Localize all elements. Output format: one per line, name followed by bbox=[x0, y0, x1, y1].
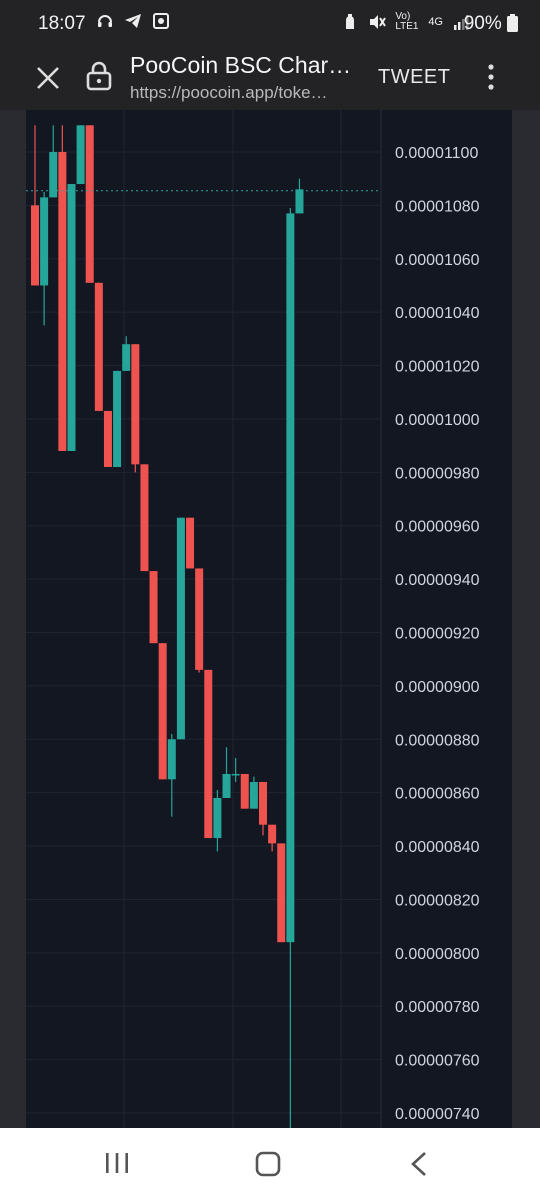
mute-icon bbox=[370, 15, 387, 29]
candle-body bbox=[213, 798, 222, 839]
candlestick-chart[interactable]: 0.00001100 0.00001080 0.00001060 0.00001040… bbox=[26, 110, 512, 1128]
y-axis-label: 0.00001100 bbox=[395, 145, 478, 162]
y-axis-label: 0.00001080 bbox=[395, 198, 480, 215]
y-axis-label: 0.00001060 bbox=[395, 252, 480, 269]
tweet-button[interactable]: TWEET bbox=[378, 66, 451, 88]
close-icon[interactable] bbox=[30, 60, 66, 96]
y-axis-label: 0.00001020 bbox=[395, 359, 480, 376]
candle-body bbox=[204, 669, 213, 839]
battery-level: 90% bbox=[464, 13, 518, 35]
y-axis-label: 0.00000800 bbox=[395, 946, 480, 963]
candle-body bbox=[158, 643, 167, 780]
candle-body bbox=[268, 824, 277, 844]
candle-body bbox=[40, 197, 49, 286]
y-axis-label: 0.00001040 bbox=[395, 305, 480, 322]
page-url[interactable]: https://poocoin.app/toke… bbox=[130, 83, 328, 102]
y-axis-label: 0.00000820 bbox=[395, 892, 480, 909]
candle-body bbox=[259, 781, 267, 825]
candle-body bbox=[286, 213, 295, 943]
candle-body bbox=[140, 464, 149, 572]
status-right-icons: Vo) LTE1 4G bbox=[341, 12, 470, 32]
more-options-icon[interactable] bbox=[480, 62, 502, 92]
y-axis-label: 0.00000900 bbox=[395, 679, 480, 696]
lock-icon[interactable] bbox=[86, 60, 112, 92]
candle-body bbox=[195, 568, 204, 670]
candle-body bbox=[249, 781, 258, 809]
candle-body bbox=[131, 344, 140, 465]
battery-percent: 90% bbox=[463, 13, 502, 34]
price-chart[interactable]: 0.00001100 0.00001080 0.00001060 0.00001040… bbox=[26, 110, 512, 1128]
y-axis-label: 0.00000920 bbox=[395, 626, 480, 643]
telegram-icon bbox=[125, 14, 141, 28]
candle-body bbox=[49, 152, 58, 198]
data-saver-icon bbox=[346, 14, 355, 29]
signal-strength-icon bbox=[454, 15, 469, 30]
candle-body bbox=[186, 517, 195, 569]
candle-body bbox=[176, 517, 185, 740]
battery-icon bbox=[507, 14, 518, 32]
y-axis-label: 0.00000740 bbox=[395, 1106, 480, 1123]
y-axis-label: 0.00000760 bbox=[395, 1053, 480, 1070]
y-axis-label: 0.00000880 bbox=[395, 732, 480, 749]
candle-body bbox=[113, 370, 122, 467]
candle-body bbox=[85, 125, 94, 283]
y-axis-label: 0.00000960 bbox=[395, 519, 480, 536]
candle-body bbox=[231, 773, 240, 776]
y-axis-label: 0.00000980 bbox=[395, 465, 480, 482]
status-left-icons bbox=[96, 12, 170, 30]
network-label: Vo) LTE1 bbox=[395, 11, 419, 32]
candle-body bbox=[222, 773, 231, 799]
system-nav-bar bbox=[0, 1128, 540, 1200]
candle-body bbox=[103, 410, 112, 467]
y-axis-label: 0.00000780 bbox=[395, 999, 480, 1016]
y-axis-label: 0.00000840 bbox=[395, 839, 480, 856]
candle-body bbox=[277, 843, 286, 943]
headset-icon bbox=[98, 15, 112, 27]
candle-body bbox=[94, 282, 103, 411]
candle-body bbox=[58, 152, 67, 451]
status-bar: 18:07 Vo) LTE1 4G bbox=[0, 0, 540, 48]
recent-apps-icon[interactable] bbox=[104, 1150, 130, 1176]
candle-body bbox=[67, 184, 76, 451]
app-notification-icon bbox=[153, 13, 169, 29]
home-icon[interactable] bbox=[254, 1150, 282, 1178]
candle-body bbox=[167, 739, 176, 780]
candle-body bbox=[76, 125, 85, 185]
y-axis-label: 0.00001000 bbox=[395, 412, 480, 429]
candle-body bbox=[149, 571, 158, 644]
candle-body bbox=[122, 344, 131, 371]
back-icon[interactable] bbox=[408, 1150, 430, 1178]
browser-toolbar: PooCoin BSC Char… https://poocoin.app/to… bbox=[0, 48, 540, 110]
candle-body bbox=[240, 773, 249, 809]
signal-type-label: 4G bbox=[428, 16, 443, 28]
y-axis-label: 0.00000940 bbox=[395, 572, 480, 589]
candle-body bbox=[295, 189, 304, 214]
status-time: 18:07 bbox=[38, 13, 86, 34]
y-axis-label: 0.00000860 bbox=[395, 786, 480, 803]
page-title: PooCoin BSC Char… bbox=[130, 52, 352, 78]
candle-body bbox=[31, 205, 39, 286]
